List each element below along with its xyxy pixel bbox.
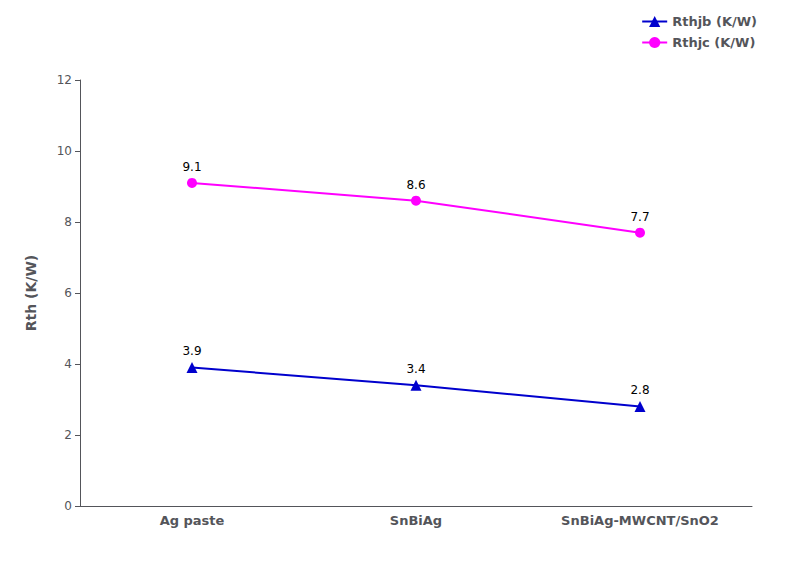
svg-text:9.1: 9.1	[182, 160, 201, 174]
svg-text:SnBiAg-MWCNT/SnO2: SnBiAg-MWCNT/SnO2	[561, 513, 719, 528]
svg-text:2.8: 2.8	[630, 383, 649, 397]
svg-text:6: 6	[64, 286, 72, 300]
svg-text:8: 8	[64, 215, 72, 229]
svg-text:2: 2	[64, 428, 72, 442]
svg-text:10: 10	[57, 144, 72, 158]
svg-text:SnBiAg: SnBiAg	[390, 513, 442, 528]
svg-text:0: 0	[64, 499, 72, 513]
svg-text:8.6: 8.6	[406, 178, 425, 192]
svg-text:Rthjb (K/W): Rthjb (K/W)	[672, 14, 757, 29]
svg-text:7.7: 7.7	[630, 210, 649, 224]
svg-text:3.9: 3.9	[182, 344, 201, 358]
svg-text:Ag paste: Ag paste	[160, 513, 225, 528]
svg-text:4: 4	[64, 357, 72, 371]
svg-text:Rth (K/W): Rth (K/W)	[23, 255, 39, 332]
svg-text:12: 12	[57, 73, 72, 87]
svg-text:3.4: 3.4	[406, 362, 425, 376]
svg-text:Rthjc (K/W): Rthjc (K/W)	[672, 35, 755, 50]
